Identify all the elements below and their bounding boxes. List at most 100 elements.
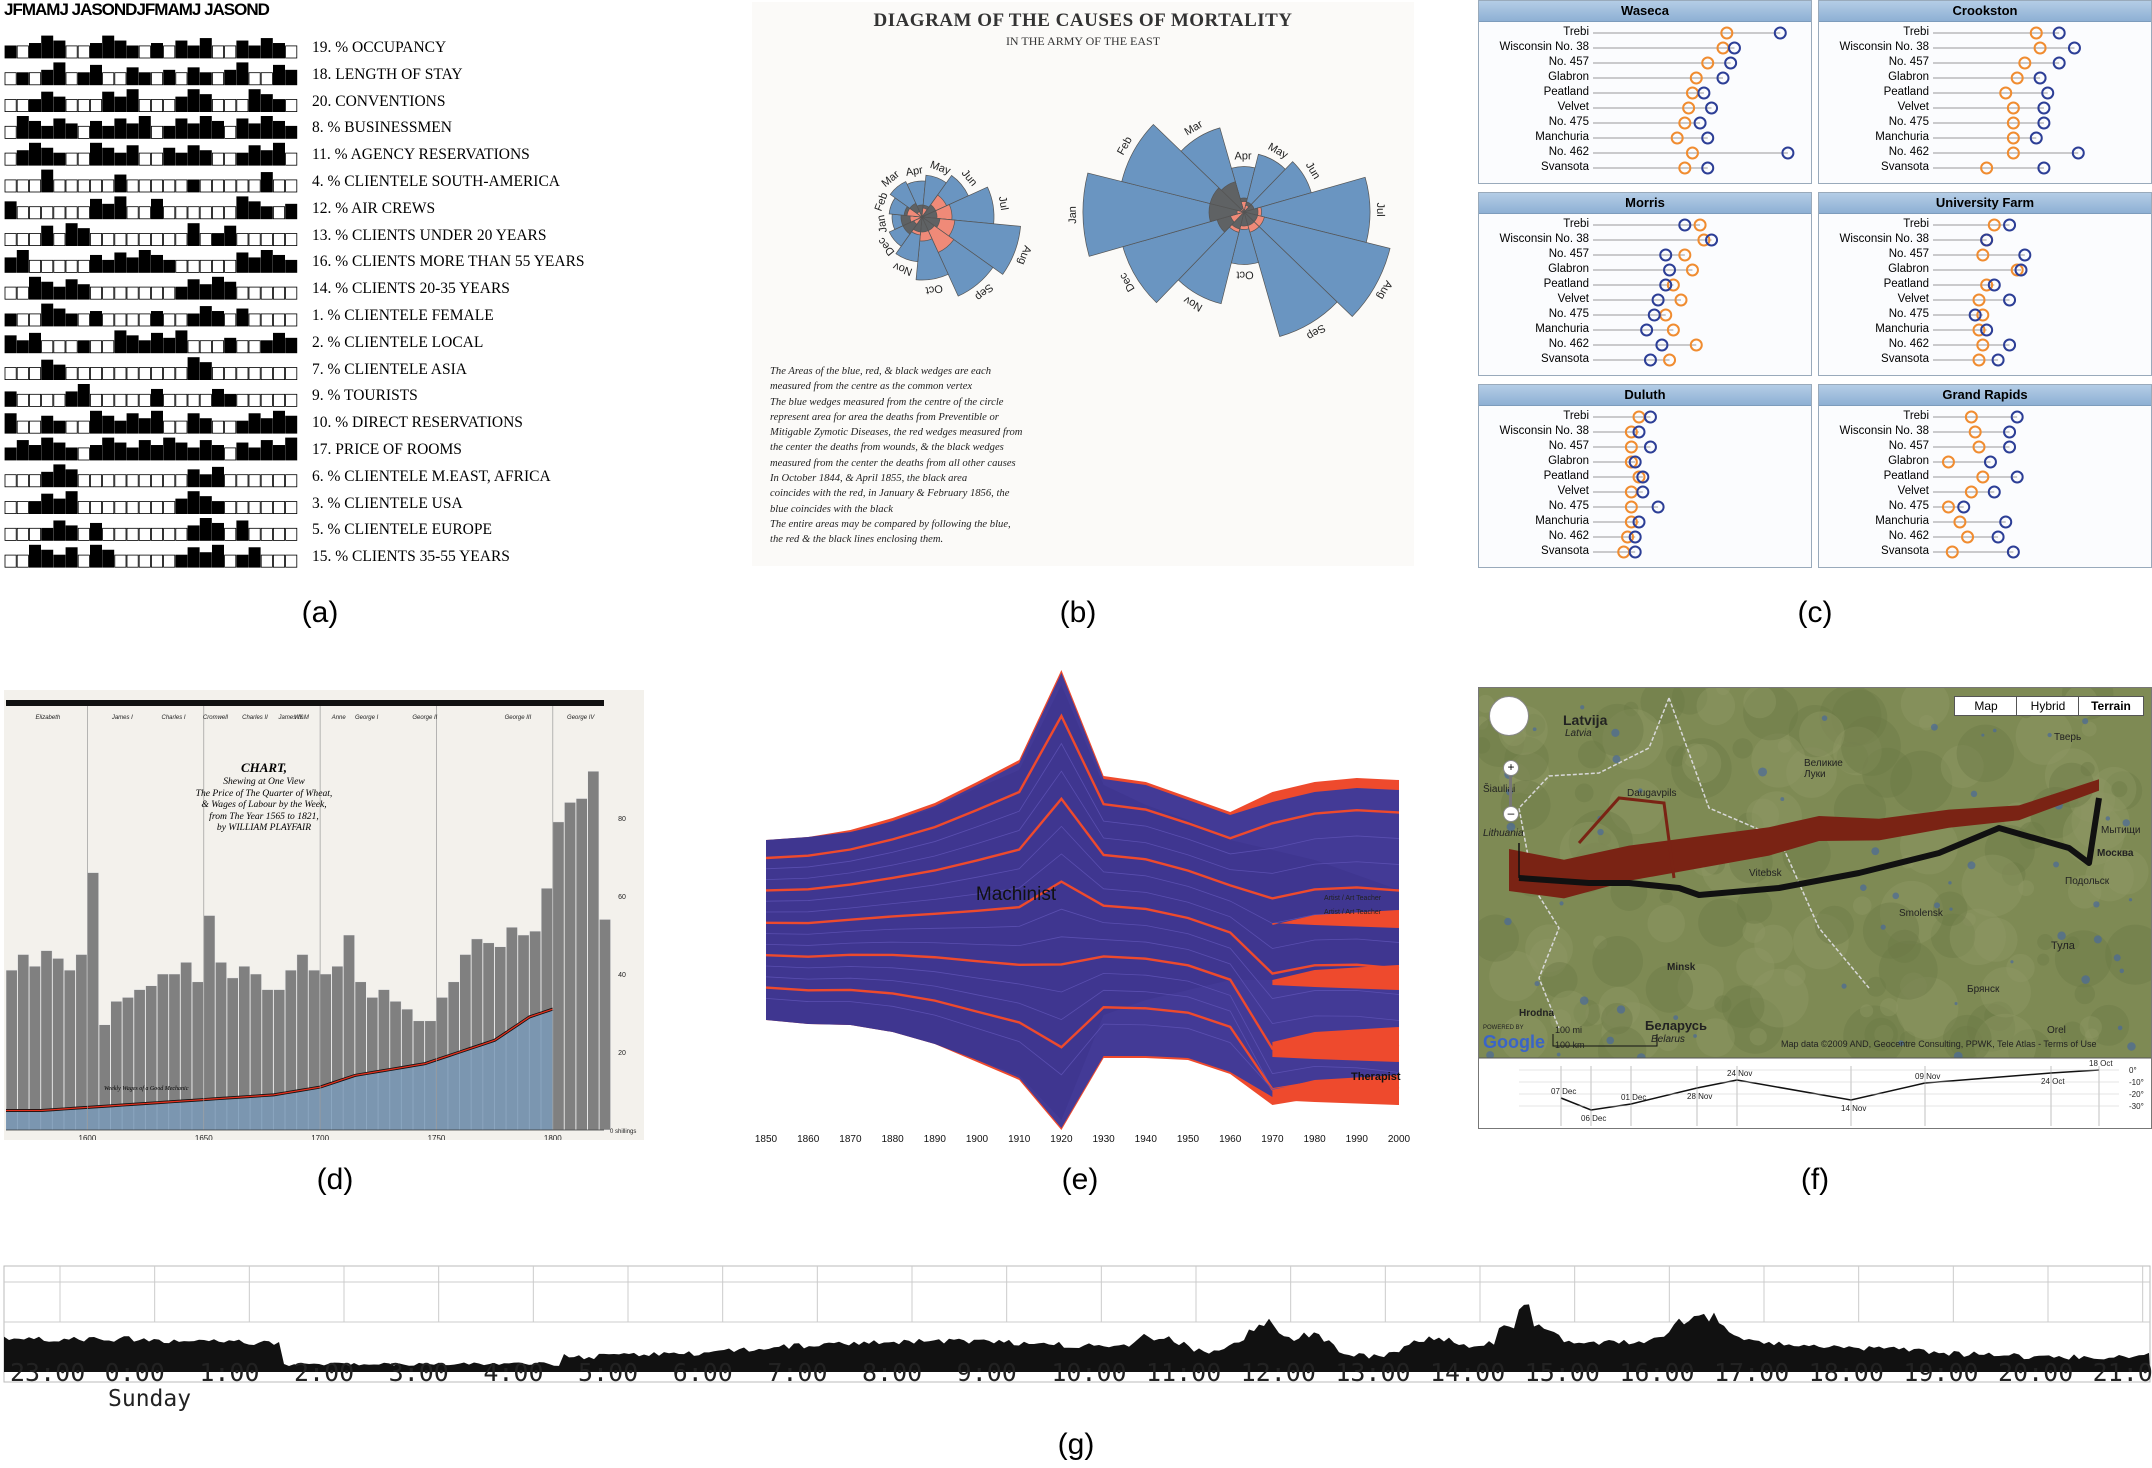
- x-tick-label: 1860: [797, 1134, 820, 1145]
- terrain-patch: [1899, 1031, 1916, 1047]
- variety-label: No. 462: [1888, 338, 1929, 350]
- matrix-cell: [236, 196, 249, 220]
- matrix-cell: [248, 123, 261, 139]
- matrix-cell: [224, 152, 237, 166]
- row-label: 13. % CLIENTS UNDER 20 YEARS: [312, 226, 547, 244]
- x-tick-label: 1930: [1092, 1134, 1115, 1145]
- matrix-cell: [126, 335, 139, 354]
- occupation-label: Artist / Art Teacher: [1324, 895, 1382, 902]
- blue-dot: [1647, 308, 1661, 322]
- note-line: represent area for area the deaths from …: [770, 411, 999, 423]
- temperature-tick: -20°: [2129, 1090, 2144, 1099]
- matrix-cell: [53, 259, 66, 273]
- zoom-slider[interactable]: [1509, 776, 1512, 806]
- matrix-cell: [272, 410, 285, 434]
- map-type-hybrid-button[interactable]: Hybrid: [2016, 696, 2080, 716]
- matrix-cell: [150, 198, 163, 220]
- lake: [1580, 705, 1585, 710]
- matrix-cell: [211, 544, 224, 568]
- lake: [1780, 797, 1785, 802]
- variety-label: Wisconsin No. 38: [1839, 425, 1929, 437]
- matrix-cell: [4, 72, 17, 86]
- matrix-cell: [102, 501, 115, 515]
- chart-subtitle: IN THE ARMY OF THE EAST: [1005, 34, 1161, 48]
- occupation-strand: [765, 770, 1400, 880]
- variety-label: Trebi: [1903, 26, 1929, 38]
- matrix-cell: [211, 501, 224, 515]
- matrix-cell: [272, 43, 285, 59]
- matrix-cell: [90, 120, 103, 139]
- terrain-patch: [1549, 990, 1589, 1030]
- terrain-patch: [1742, 920, 1766, 943]
- wheat-bar: [17, 954, 30, 1131]
- blue-dot: [1724, 56, 1738, 70]
- matrix-cell: [102, 313, 115, 327]
- matrix-cell: [41, 493, 54, 515]
- matrix-cell: [28, 527, 41, 541]
- blue-dot: [1987, 278, 2001, 292]
- wheat-bar: [40, 950, 53, 1131]
- matrix-cell: [102, 527, 115, 541]
- orange-dot: [1964, 485, 1978, 499]
- orange-dot: [1980, 278, 1994, 292]
- matrix-cell: [53, 554, 66, 568]
- zoom-out-button[interactable]: –: [1503, 806, 1519, 822]
- matrix-cell: [65, 259, 78, 273]
- terrain-patch: [1799, 711, 1845, 757]
- bertin-matrix: [4, 35, 298, 568]
- matrix-cell: [90, 64, 103, 86]
- matrix-cell: [224, 225, 237, 246]
- matrix-cell: [138, 340, 151, 354]
- site-panel: University Farm Trebi Wisconsin No. 38 No. …: [1818, 192, 2152, 376]
- map-copyright: Map data ©2009 AND, Geocentre Consulting…: [1781, 1039, 2097, 1049]
- caption-g: (g): [1057, 1428, 1095, 1461]
- terrain-patch: [1843, 1005, 1905, 1067]
- black-wedge: [1220, 181, 1245, 214]
- lake: [2082, 718, 2089, 725]
- pan-control[interactable]: [1489, 696, 1529, 736]
- terrain-patch: [1601, 1002, 1663, 1064]
- variety-label: No. 462: [1548, 530, 1589, 542]
- city-orel: Orel: [2047, 1025, 2066, 1036]
- variety-label: Svansota: [1881, 353, 1929, 365]
- matrix-cell: [150, 179, 163, 193]
- blue-dot: [1628, 545, 1642, 559]
- terrain-patch: [1814, 905, 1854, 945]
- zoom-in-button[interactable]: +: [1503, 760, 1519, 776]
- matrix-cell: [102, 35, 115, 59]
- orange-dot: [1624, 500, 1638, 514]
- map-type-terrain-button[interactable]: Terrain: [2078, 696, 2144, 716]
- temperature-date: 18 Oct: [2089, 1059, 2113, 1068]
- variety-label: Glabron: [1888, 455, 1929, 467]
- matrix-cell: [150, 554, 163, 568]
- matrix-cell: [4, 367, 17, 381]
- lake: [1616, 1005, 1626, 1014]
- matrix-cell: [260, 501, 273, 515]
- matrix-cell: [4, 447, 17, 461]
- site-title: University Farm: [1819, 193, 2151, 214]
- hour-label: 10:00: [1051, 1358, 1127, 1387]
- matrix-cell: [90, 522, 103, 541]
- terrain-patch: [2079, 1016, 2102, 1039]
- variety-label: No. 457: [1888, 248, 1929, 260]
- matrix-cell: [224, 420, 237, 434]
- x-tick-label: 1870: [839, 1134, 862, 1145]
- row-label: 8. % BUSINESSMEN: [312, 119, 452, 137]
- blue-dot: [1659, 248, 1673, 262]
- orange-dot: [2029, 26, 2043, 40]
- hour-label: 18:00: [1808, 1358, 1884, 1387]
- caption-b: (b): [1059, 596, 1097, 629]
- wheat-bar: [599, 919, 611, 1131]
- matrix-cell: [138, 554, 151, 568]
- matrix-cell: [28, 313, 41, 327]
- row-label: 12. % AIR CREWS: [312, 199, 436, 217]
- matrix-cell: [16, 45, 29, 59]
- row-label: 17. PRICE OF ROOMS: [312, 441, 462, 458]
- terrain-patch: [1862, 747, 1913, 798]
- matrix-cell: [285, 554, 298, 568]
- map-type-map-button[interactable]: Map: [1954, 696, 2018, 716]
- matrix-cell: [41, 281, 54, 300]
- matrix-cell: [272, 474, 285, 488]
- blue-dot: [1968, 308, 1982, 322]
- x-tick-label: 1600: [79, 1134, 97, 1140]
